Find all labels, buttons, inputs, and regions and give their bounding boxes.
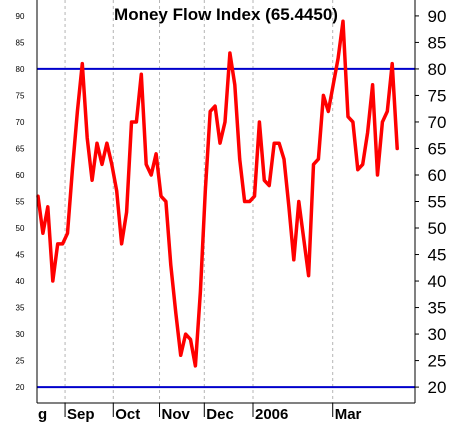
x-tick-label: Dec xyxy=(206,406,234,423)
x-tick-label: 2006 xyxy=(255,406,288,423)
y-tick-label-right: 35 xyxy=(428,299,447,318)
vertical-gridlines xyxy=(64,0,334,403)
y-tick-label-right: 20 xyxy=(428,378,447,397)
y-tick-label-left: 90 xyxy=(16,12,25,21)
y-tick-label-right: 55 xyxy=(428,193,447,212)
x-tick-label: g xyxy=(38,406,47,423)
y-tick-label-right: 65 xyxy=(428,139,447,158)
y-tick-label-left: 40 xyxy=(16,277,25,286)
y-tick-label-right: 75 xyxy=(428,86,447,105)
x-tick-label: Sep xyxy=(67,406,95,423)
x-tick-label: Mar xyxy=(335,406,362,423)
y-tick-label-right: 80 xyxy=(428,60,447,79)
y-tick-label-left: 30 xyxy=(16,330,25,339)
y-tick-label-left: 70 xyxy=(16,118,25,127)
y-tick-label-right: 30 xyxy=(428,325,447,344)
y-tick-label-left: 20 xyxy=(16,383,25,392)
y-tick-label-left: 85 xyxy=(16,38,25,47)
y-tick-label-right: 60 xyxy=(428,166,447,185)
y-axis-right: 20 25 30 35 40 45 50 55 60 65 70 75 80 85 90 xyxy=(415,7,446,397)
y-tick-label-right: 70 xyxy=(428,113,447,132)
y-tick-label-left: 80 xyxy=(16,65,25,74)
y-tick-label-left: 55 xyxy=(16,198,25,207)
x-axis: g Sep Oct Nov Dec 2006 Mar xyxy=(38,403,362,423)
y-tick-label-right: 45 xyxy=(428,246,447,265)
y-tick-label-left: 45 xyxy=(16,251,25,260)
y-tick-label-left: 25 xyxy=(16,357,25,366)
y-tick-label-left: 60 xyxy=(16,171,25,180)
y-tick-label-right: 40 xyxy=(428,272,447,291)
y-tick-label-right: 90 xyxy=(428,7,447,26)
y-tick-label-right: 50 xyxy=(428,219,447,238)
x-tick-label: Nov xyxy=(162,406,191,423)
y-tick-label-right: 25 xyxy=(428,352,447,371)
x-tick-label: Oct xyxy=(115,406,140,423)
chart-title: Money Flow Index (65.4450) xyxy=(114,5,338,24)
y-tick-label-left: 35 xyxy=(16,304,25,313)
y-axis-left: 20 25 30 35 40 45 50 55 60 65 70 75 80 85 90 xyxy=(16,12,25,392)
mfi-line xyxy=(36,19,399,368)
y-tick-label-left: 50 xyxy=(16,224,25,233)
plot-background xyxy=(37,0,415,403)
y-tick-label-left: 75 xyxy=(16,91,25,100)
y-tick-label-right: 85 xyxy=(428,33,447,52)
reference-lines xyxy=(37,67,415,389)
y-tick-label-left: 65 xyxy=(16,144,25,153)
